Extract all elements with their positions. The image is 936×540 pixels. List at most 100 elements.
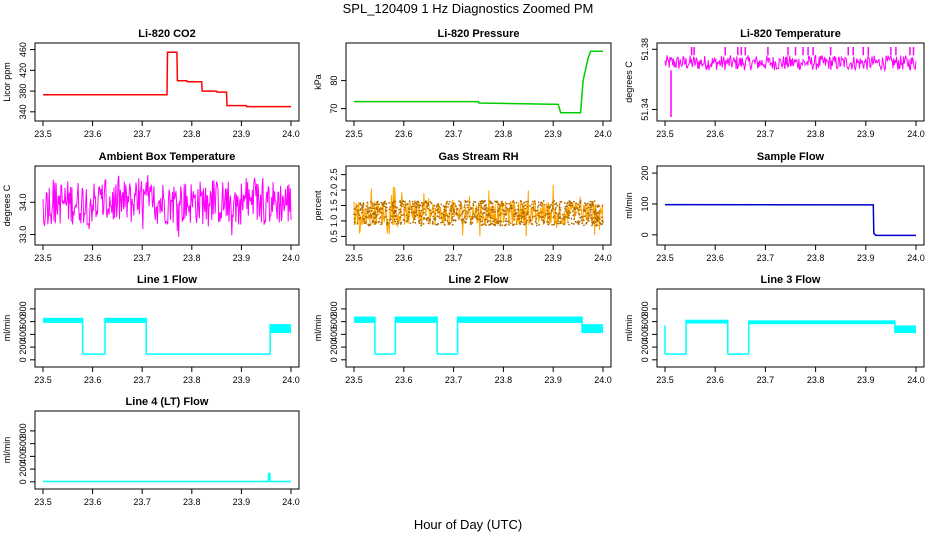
data-point — [356, 209, 359, 212]
data-point — [536, 206, 539, 208]
data-point — [359, 209, 362, 212]
data-point — [575, 211, 577, 214]
x-tick-label: 23.6 — [84, 375, 102, 385]
data-point — [593, 200, 596, 203]
x-tick-label: 23.8 — [183, 253, 201, 263]
data-point — [509, 222, 512, 225]
data-point — [521, 221, 523, 224]
data-point — [465, 212, 468, 215]
y-tick-label: 800 — [329, 301, 339, 316]
y-tick-label: 34.0 — [18, 194, 28, 212]
data-point — [364, 208, 367, 211]
data-point — [371, 202, 374, 205]
flow-band — [457, 316, 583, 323]
data-point — [432, 211, 435, 214]
data-point — [393, 210, 396, 212]
data-point — [593, 213, 596, 216]
x-tick-label: 23.8 — [495, 253, 513, 263]
y-tick-label: 0 — [18, 357, 28, 362]
data-point — [411, 206, 413, 208]
data-point — [377, 210, 379, 213]
data-point — [458, 218, 460, 220]
data-point — [363, 222, 366, 225]
data-point — [373, 212, 375, 215]
data-point — [393, 218, 396, 221]
data-point — [353, 213, 355, 216]
data-point — [524, 207, 527, 210]
series-line — [664, 203, 916, 237]
data-point — [546, 206, 549, 209]
data-point — [484, 204, 486, 207]
data-point — [392, 201, 395, 203]
data-point — [547, 223, 550, 226]
data-point — [557, 215, 560, 217]
data-point — [520, 217, 523, 220]
data-point — [473, 201, 475, 203]
data-point — [438, 211, 440, 214]
y-tick-label: 51.34 — [640, 98, 650, 121]
data-point — [491, 210, 494, 212]
data-point — [514, 209, 517, 212]
x-tick-label: 23.8 — [807, 375, 825, 385]
data-point — [467, 211, 470, 214]
data-point — [535, 222, 538, 225]
data-point — [427, 207, 429, 210]
data-point — [447, 206, 449, 208]
data-point — [494, 200, 497, 203]
y-tick-label: 0 — [640, 232, 650, 237]
data-point — [587, 206, 590, 209]
x-tick-label: 24.0 — [907, 375, 925, 385]
data-point — [417, 200, 419, 203]
data-point — [464, 216, 466, 219]
data-point — [550, 203, 552, 206]
panel-title: Ambient Box Temperature — [99, 151, 236, 163]
data-point — [477, 209, 479, 212]
y-tick-label: 800 — [18, 301, 28, 316]
data-point — [441, 221, 444, 224]
data-point — [583, 215, 586, 218]
data-point — [422, 223, 425, 225]
data-point — [405, 220, 408, 223]
data-point — [368, 209, 371, 212]
data-point — [386, 218, 389, 221]
data-point — [401, 214, 403, 217]
data-point — [404, 206, 406, 209]
data-point — [574, 220, 577, 223]
data-point — [500, 212, 503, 215]
data-point — [428, 220, 430, 222]
y-tick-label: 400 — [18, 327, 28, 342]
data-point — [366, 216, 369, 219]
data-point — [378, 209, 381, 212]
data-point — [481, 220, 483, 223]
data-point — [571, 210, 574, 213]
data-point — [528, 216, 531, 219]
panel-9: Line 3 Flow 23.5 23.6 23.7 23.8 23.9 24.0 0 2004… — [624, 274, 925, 385]
x-tick-label: 23.6 — [395, 253, 413, 263]
data-point — [549, 212, 552, 214]
data-point — [485, 213, 488, 216]
data-point — [526, 205, 529, 208]
data-point — [440, 203, 443, 206]
x-tick-label: 24.0 — [594, 253, 612, 263]
data-point — [394, 220, 397, 223]
x-tick-label: 23.9 — [857, 375, 875, 385]
data-point — [525, 221, 528, 224]
data-point — [542, 215, 544, 218]
x-tick-label: 24.0 — [594, 129, 612, 139]
data-point — [373, 203, 375, 206]
data-point — [545, 213, 548, 215]
data-point — [451, 206, 454, 208]
data-point — [592, 204, 594, 207]
data-point — [554, 208, 557, 211]
x-tick-label: 24.0 — [282, 253, 300, 263]
data-point — [379, 216, 382, 219]
x-tick-label: 23.7 — [133, 253, 151, 263]
data-point — [454, 219, 457, 222]
x-tick-label: 23.6 — [395, 375, 413, 385]
data-point — [434, 217, 437, 219]
panel-title: Sample Flow — [757, 151, 825, 163]
data-point — [482, 200, 485, 203]
data-point — [518, 217, 520, 220]
panel-title: Gas Stream RH — [438, 151, 518, 163]
plot-frame — [34, 288, 300, 368]
